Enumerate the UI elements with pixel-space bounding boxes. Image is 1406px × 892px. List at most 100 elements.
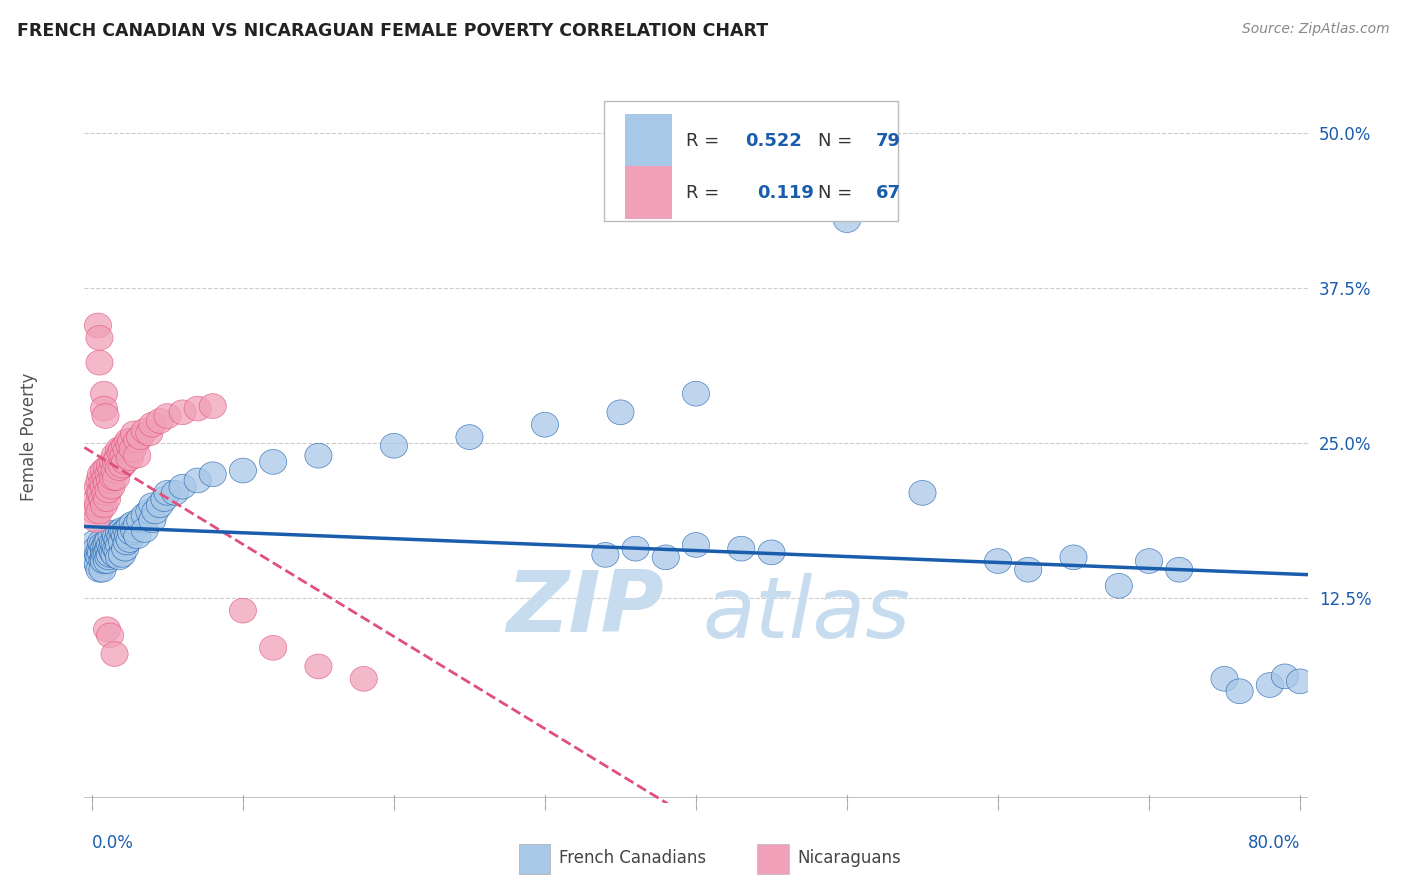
Ellipse shape xyxy=(89,471,117,495)
Ellipse shape xyxy=(153,403,181,428)
Ellipse shape xyxy=(184,468,211,493)
Ellipse shape xyxy=(86,539,112,564)
Ellipse shape xyxy=(117,434,143,458)
Ellipse shape xyxy=(112,530,141,555)
Ellipse shape xyxy=(105,437,132,462)
Ellipse shape xyxy=(1286,669,1313,694)
Ellipse shape xyxy=(120,511,146,536)
Ellipse shape xyxy=(834,208,860,233)
Ellipse shape xyxy=(91,403,120,428)
Ellipse shape xyxy=(104,527,131,552)
Ellipse shape xyxy=(103,524,129,549)
Ellipse shape xyxy=(82,530,108,555)
Ellipse shape xyxy=(86,499,112,524)
Ellipse shape xyxy=(89,533,117,558)
Ellipse shape xyxy=(131,517,159,542)
Ellipse shape xyxy=(229,599,256,623)
Ellipse shape xyxy=(97,468,124,493)
Ellipse shape xyxy=(108,530,136,555)
Ellipse shape xyxy=(108,542,136,567)
Ellipse shape xyxy=(200,462,226,487)
Ellipse shape xyxy=(1211,666,1239,691)
Ellipse shape xyxy=(90,549,118,574)
Ellipse shape xyxy=(96,545,122,570)
Bar xyxy=(519,845,550,874)
Ellipse shape xyxy=(120,437,146,462)
Ellipse shape xyxy=(1256,673,1284,698)
Ellipse shape xyxy=(114,524,142,549)
Text: Nicaraguans: Nicaraguans xyxy=(797,848,901,867)
Ellipse shape xyxy=(84,552,111,577)
Ellipse shape xyxy=(98,524,125,549)
Ellipse shape xyxy=(89,558,117,582)
Ellipse shape xyxy=(104,539,131,564)
Ellipse shape xyxy=(260,635,287,660)
Ellipse shape xyxy=(101,458,128,483)
Ellipse shape xyxy=(121,517,148,542)
Ellipse shape xyxy=(592,542,619,567)
Ellipse shape xyxy=(139,493,166,517)
Text: Female Poverty: Female Poverty xyxy=(20,373,38,501)
Ellipse shape xyxy=(93,487,121,511)
FancyBboxPatch shape xyxy=(605,101,898,221)
Ellipse shape xyxy=(169,400,195,425)
Ellipse shape xyxy=(86,481,112,505)
Ellipse shape xyxy=(101,520,128,545)
Ellipse shape xyxy=(131,418,159,443)
Ellipse shape xyxy=(229,458,256,483)
Ellipse shape xyxy=(105,533,132,558)
Ellipse shape xyxy=(136,499,163,524)
Ellipse shape xyxy=(162,481,188,505)
Ellipse shape xyxy=(1015,558,1042,582)
Ellipse shape xyxy=(105,456,132,481)
Bar xyxy=(626,167,672,219)
Ellipse shape xyxy=(83,508,110,533)
Ellipse shape xyxy=(101,641,128,666)
Text: 80.0%: 80.0% xyxy=(1247,834,1301,852)
Ellipse shape xyxy=(200,393,226,418)
Ellipse shape xyxy=(91,542,120,567)
Ellipse shape xyxy=(121,421,148,446)
Text: 67: 67 xyxy=(876,184,901,202)
Ellipse shape xyxy=(86,545,112,570)
Ellipse shape xyxy=(96,536,122,561)
Ellipse shape xyxy=(112,437,141,462)
Ellipse shape xyxy=(103,536,129,561)
Ellipse shape xyxy=(93,540,121,565)
Ellipse shape xyxy=(91,466,120,491)
Ellipse shape xyxy=(90,475,118,499)
Ellipse shape xyxy=(86,351,112,376)
Ellipse shape xyxy=(93,549,121,574)
Ellipse shape xyxy=(118,428,145,453)
Text: Source: ZipAtlas.com: Source: ZipAtlas.com xyxy=(1241,22,1389,37)
Ellipse shape xyxy=(90,396,118,421)
Text: ZIP: ZIP xyxy=(506,567,664,650)
Ellipse shape xyxy=(114,428,142,453)
Ellipse shape xyxy=(124,524,150,549)
Ellipse shape xyxy=(184,396,211,421)
Ellipse shape xyxy=(100,450,127,475)
Ellipse shape xyxy=(90,458,118,483)
Ellipse shape xyxy=(124,428,150,453)
Ellipse shape xyxy=(139,412,166,437)
Text: 0.119: 0.119 xyxy=(758,184,814,202)
Ellipse shape xyxy=(103,466,129,491)
Ellipse shape xyxy=(127,508,153,533)
Ellipse shape xyxy=(127,425,153,450)
Ellipse shape xyxy=(146,409,173,434)
Ellipse shape xyxy=(118,520,145,545)
Ellipse shape xyxy=(1105,574,1132,599)
Ellipse shape xyxy=(1271,664,1299,689)
Ellipse shape xyxy=(93,530,121,555)
Ellipse shape xyxy=(89,549,117,574)
Bar xyxy=(626,114,672,167)
Ellipse shape xyxy=(111,536,139,561)
Text: N =: N = xyxy=(818,184,858,202)
Ellipse shape xyxy=(139,508,166,533)
Text: 0.0%: 0.0% xyxy=(91,834,134,852)
Ellipse shape xyxy=(82,499,108,524)
Ellipse shape xyxy=(100,466,127,491)
Ellipse shape xyxy=(105,545,132,570)
Ellipse shape xyxy=(652,545,679,570)
Ellipse shape xyxy=(1136,549,1163,574)
